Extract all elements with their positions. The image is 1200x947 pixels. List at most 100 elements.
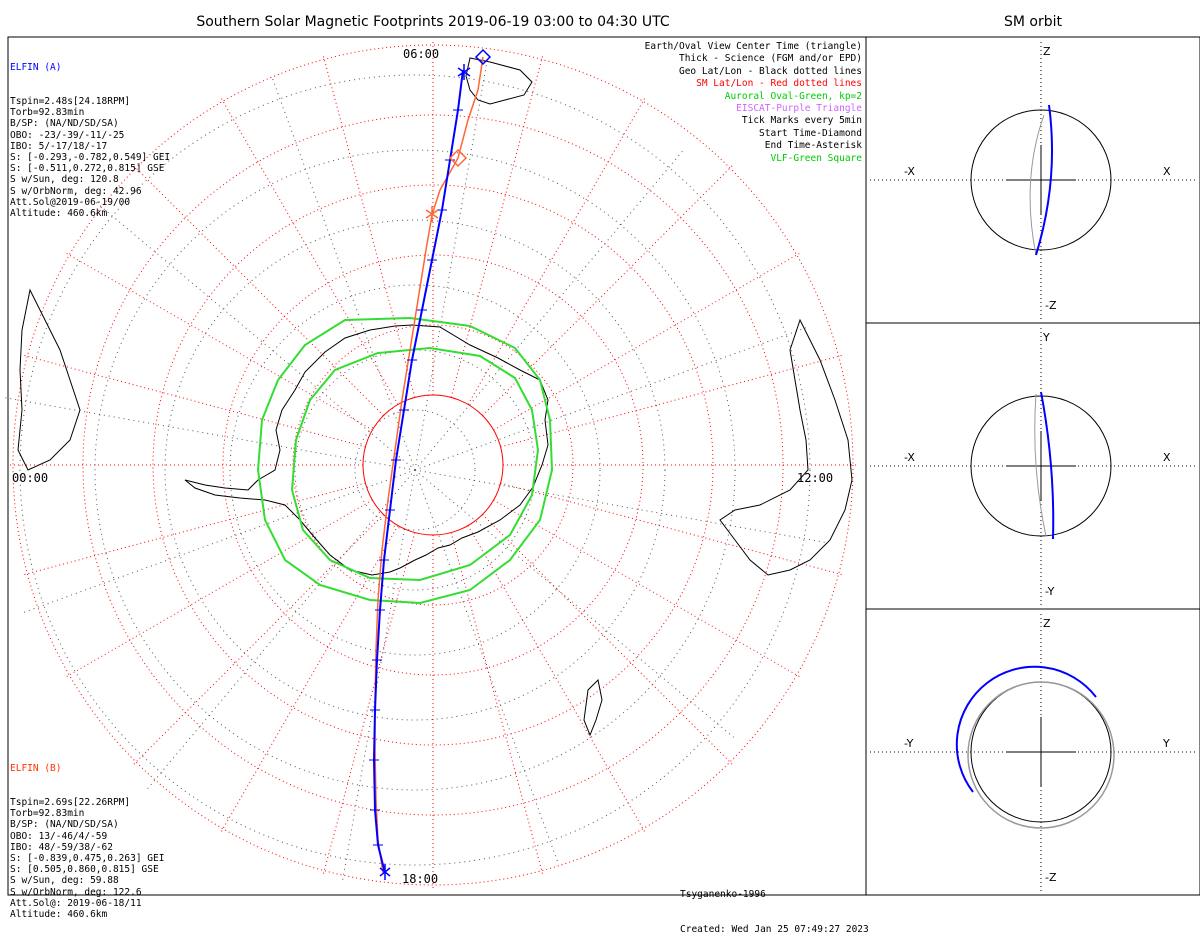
geo-lon-line bbox=[414, 147, 686, 471]
sm-lon-line bbox=[64, 499, 373, 678]
legend-entry: Tick Marks every 5min bbox=[741, 115, 862, 127]
sm-lon-line bbox=[322, 532, 416, 876]
sm-lon-line bbox=[493, 252, 802, 431]
plot-title: Southern Solar Magnetic Footprints 2019-… bbox=[196, 14, 670, 30]
elfin-a-info: ELFIN (A) Tspin=2.48s[24.18RPM] Torb=92.8… bbox=[10, 40, 170, 230]
elfin-a-bottom-asterisk bbox=[379, 864, 391, 880]
sm-orbit-panels: -X X Z -Z -X X Y -Y -Y Y Z -Z bbox=[870, 42, 1198, 891]
elfin-a-info-line: Att.Sol@2019-06-19/00 bbox=[10, 196, 131, 208]
elfin-b-info-line: S: [-0.839,0.475,0.263] GEI bbox=[10, 853, 165, 865]
geo-lon-line bbox=[414, 56, 489, 471]
geo-lon-line bbox=[341, 469, 416, 884]
sm-lon-line bbox=[64, 252, 373, 431]
axis-label-left: -X bbox=[904, 451, 915, 464]
auroral-oval-inner bbox=[290, 346, 540, 582]
sm-lat-lon-grid bbox=[8, 40, 858, 890]
elfin-b-name: ELFIN (B) bbox=[10, 763, 62, 775]
elfin-b-info-line: OBO: 13/-46/4/-59 bbox=[10, 830, 108, 842]
axis-label-bottom: -Y bbox=[1045, 585, 1055, 598]
sm-panel-yz: -Y Y Z -Z bbox=[870, 614, 1198, 891]
geo-lat-lon-grid bbox=[1, 56, 829, 884]
geo-lon-line bbox=[1, 396, 416, 471]
elfin-a-name: ELFIN (A) bbox=[10, 62, 62, 74]
sm-lat-circle bbox=[152, 184, 714, 746]
orbit-path-b bbox=[1034, 393, 1047, 537]
mlt-label-12: 12:00 bbox=[797, 471, 833, 485]
orbit-path-a bbox=[1040, 391, 1055, 540]
geo-lon-line bbox=[92, 199, 416, 471]
sm-lat-circle bbox=[12, 44, 854, 886]
antarctica-coastline bbox=[184, 324, 549, 576]
axis-label-right: Y bbox=[1162, 737, 1170, 750]
elfin-a-info-line: Tspin=2.48s[24.18RPM] bbox=[10, 96, 131, 108]
australia-coastline bbox=[17, 288, 81, 471]
legend-entry: VLF-Green Square bbox=[770, 152, 862, 164]
axis-label-top: Z bbox=[1043, 45, 1051, 58]
legend-entry: Earth/Oval View Center Time (triangle) bbox=[644, 41, 862, 52]
geo-lat-circle bbox=[164, 219, 666, 721]
elfin-a-info-line: B/SP: (NA/ND/SD/SA) bbox=[10, 118, 119, 130]
sm-panel-xy: -X X Y -Y bbox=[870, 328, 1198, 605]
elfin-a-info-line: OBO: -23/-39/-11/-25 bbox=[10, 129, 125, 141]
axis-label-bottom: -Z bbox=[1045, 871, 1057, 884]
geo-lon-line bbox=[270, 75, 416, 471]
elfin-b-info-line: IBO: 48/-59/38/-62 bbox=[10, 841, 113, 853]
geo-lon-line bbox=[414, 469, 560, 865]
elfin-a-info-line: S w/OrbNorm, deg: 42.96 bbox=[10, 185, 142, 197]
elfin-b-info: ELFIN (B) Tspin=2.69s[22.26RPM] Torb=92.8… bbox=[10, 741, 164, 931]
sm-lon-line bbox=[322, 54, 416, 398]
mlt-label-18: 18:00 bbox=[402, 872, 438, 886]
sm-panel-frame bbox=[865, 36, 1200, 896]
elfin-b-info-line: Tspin=2.69s[22.26RPM] bbox=[10, 797, 131, 809]
elfin-b-footprint-trace bbox=[374, 56, 484, 874]
orbit-path-b bbox=[967, 681, 1115, 829]
elfin-b-info-line: S: [0.505,0.860,0.815] GSE bbox=[10, 864, 159, 876]
auroral-oval-outer bbox=[256, 316, 554, 605]
elfin-a-info-line: Torb=92.83min bbox=[10, 107, 85, 119]
sm-lon-line bbox=[482, 514, 734, 766]
sm-lat-circle bbox=[292, 324, 574, 606]
geo-lat-circle bbox=[229, 284, 601, 656]
sm-lon-line bbox=[493, 499, 802, 678]
sm-lon-line bbox=[482, 164, 734, 416]
legend: Earth/Oval View Center Time (triangle) Th… bbox=[645, 41, 862, 165]
legend-entry: Geo Lat/Lon - Black dotted lines bbox=[678, 65, 862, 77]
geo-lon-line bbox=[414, 325, 810, 471]
elfin-a-end-asterisk bbox=[457, 64, 471, 80]
axis-label-top: Y bbox=[1042, 331, 1050, 344]
sm-lon-line bbox=[22, 482, 366, 576]
orbit-path-a bbox=[955, 665, 1097, 793]
elfin-b-info-line: Altitude: 460.6km bbox=[10, 909, 108, 921]
axis-label-top: Z bbox=[1043, 617, 1051, 630]
legend-entry: Start Time-Diamond bbox=[759, 127, 862, 139]
sm-lon-line bbox=[132, 514, 384, 766]
geo-lon-line bbox=[144, 469, 416, 793]
geo-lat-circle bbox=[354, 409, 476, 531]
polar-map: 06:00 00:00 12:00 18:00 bbox=[1, 40, 858, 890]
elfin-a-tick-marks bbox=[369, 109, 463, 846]
new-zealand-coastline bbox=[583, 678, 603, 737]
sm-lon-line bbox=[500, 482, 844, 576]
legend-entry: End Time-Asterisk bbox=[764, 140, 862, 152]
figure-canvas: 06:00 00:00 12:00 18:00 -X X Z -Z -X X Y -Y -Y Y Z… bbox=[1, 36, 1200, 896]
elfin-b-info-line: B/SP: (NA/ND/SD/SA) bbox=[10, 819, 119, 831]
legend-entry: Thick - Science (FGM and/or EPD) bbox=[678, 53, 862, 65]
elfin-a-start-diamond bbox=[474, 48, 492, 66]
sm-orbit-title: SM orbit bbox=[1003, 14, 1062, 30]
axis-label-left: -X bbox=[904, 165, 915, 178]
sm-panel-xz: -X X Z -Z bbox=[870, 42, 1198, 319]
elfin-b-info-lines: Tspin=2.69s[22.26RPM] Torb=92.83min B/SP: … bbox=[10, 797, 164, 920]
elfin-a-info-line: IBO: 5/-17/18/-17 bbox=[10, 140, 108, 152]
sm-lon-line bbox=[450, 54, 544, 398]
geo-lon-line bbox=[414, 469, 738, 741]
elfin-b-start-diamond bbox=[448, 148, 468, 168]
south-america-coastline bbox=[465, 57, 533, 105]
africa-coastline bbox=[719, 318, 853, 576]
sm-lon-line bbox=[22, 354, 366, 448]
axis-label-left: -Y bbox=[904, 737, 914, 750]
mlt-label-06: 06:00 bbox=[403, 47, 439, 61]
elfin-b-end-asterisk bbox=[425, 206, 439, 222]
geo-lon-line bbox=[20, 469, 416, 615]
elfin-b-info-line: Torb=92.83min bbox=[10, 808, 85, 820]
elfin-a-footprint-trace bbox=[372, 69, 464, 874]
